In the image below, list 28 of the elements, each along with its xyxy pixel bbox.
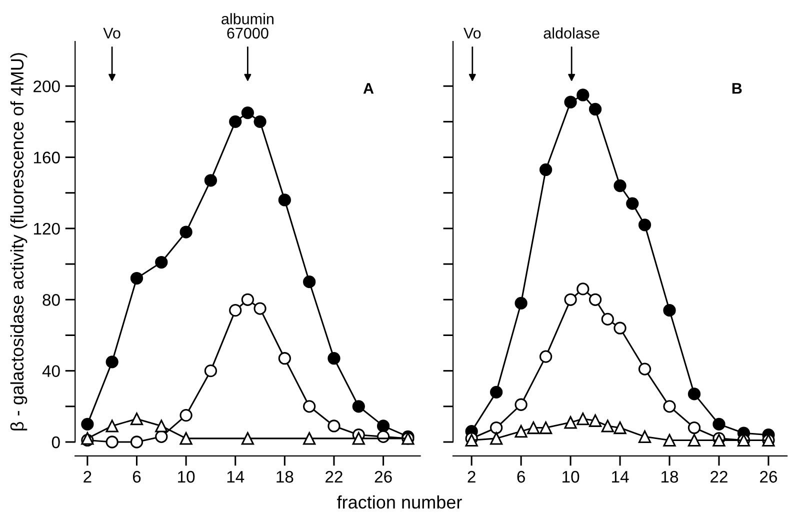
- x-axis-title: fraction number: [337, 495, 462, 509]
- text: aldolase: [544, 27, 600, 39]
- x-tick-label: 10: [178, 470, 195, 483]
- x-tick-label: 26: [374, 470, 392, 483]
- y-tick-label: 80: [42, 294, 60, 306]
- y-tick-label: 200: [34, 80, 60, 92]
- x-tick-label: 2: [468, 470, 476, 483]
- x-tick-label: 10: [562, 470, 580, 483]
- text: Vo: [103, 28, 120, 39]
- y-tick-label: 0: [52, 436, 60, 448]
- x-tick-label: 22: [326, 470, 342, 483]
- annotation: A: [363, 83, 374, 94]
- annotation: B: [732, 83, 742, 94]
- x-tick-label: 6: [132, 470, 141, 483]
- x-tick-label: 18: [276, 470, 294, 483]
- y-tick-label: 40: [42, 365, 60, 378]
- y-axis-title: β - galactosidase activity (fluorescence of 4MU): [10, 53, 28, 430]
- x-tick-label: 22: [710, 470, 728, 483]
- x-tick-label: 14: [227, 471, 244, 483]
- y-tick-label: 160: [34, 152, 60, 164]
- x-tick-label: 14: [612, 471, 629, 483]
- x-tick-label: 6: [517, 470, 525, 483]
- y-tick-label: 120: [34, 222, 60, 235]
- x-tick-label: 2: [84, 470, 92, 483]
- x-tick-label: 18: [662, 470, 678, 483]
- x-tick-label: 26: [760, 470, 777, 483]
- text: albumin 67000: [222, 13, 274, 39]
- text: Vo: [464, 28, 481, 39]
